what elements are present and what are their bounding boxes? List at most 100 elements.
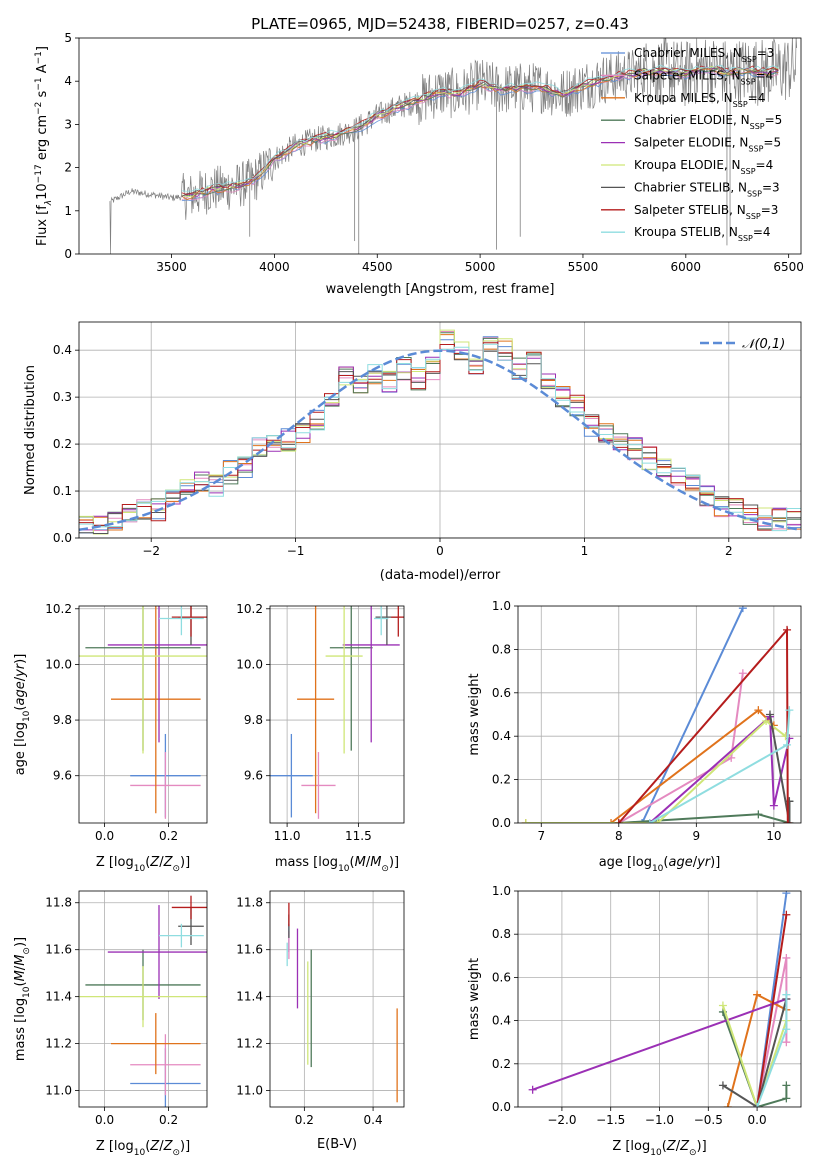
weight-marker bbox=[718, 1081, 727, 1090]
axes-frame bbox=[269, 605, 405, 824]
x-tick-label: 0.0 bbox=[95, 1113, 114, 1127]
y-tick-label: 2 bbox=[64, 161, 72, 175]
y-tick-label: 0.4 bbox=[492, 729, 511, 743]
weight-line bbox=[649, 710, 791, 823]
weight-line bbox=[532, 998, 787, 1091]
x-tick-label: 0.0 bbox=[748, 1113, 767, 1127]
x-tick-label: 0.4 bbox=[364, 1113, 383, 1127]
plot-area-age-vs-mass bbox=[270, 606, 404, 823]
weight-marker bbox=[738, 606, 747, 613]
axes-frame bbox=[78, 321, 802, 539]
panel-age-vs-Z: 0.0 0.2 9.6 9.8 10.0 10.2 Z [log10(Z/Z⊙)] age [… bbox=[13, 602, 208, 874]
weight-line bbox=[722, 998, 788, 1107]
x-axis-label: E(B-V) bbox=[317, 1137, 357, 1152]
y-axis-label: mass weight bbox=[467, 958, 482, 1040]
weight-line bbox=[525, 673, 744, 823]
model-fit-line bbox=[181, 68, 779, 197]
axes-frame bbox=[78, 605, 208, 824]
x-tick-label: −1.0 bbox=[645, 1113, 674, 1127]
x-tick-label: 7 bbox=[537, 829, 545, 843]
plot-area-weight-vs-age bbox=[518, 606, 801, 823]
axes-frame bbox=[78, 890, 208, 1108]
y-tick-label: 0.2 bbox=[53, 437, 72, 451]
y-tick-label: 11.2 bbox=[45, 1037, 72, 1051]
y-tick-label: 1.0 bbox=[492, 599, 511, 613]
y-tick-label: 0.0 bbox=[492, 816, 511, 830]
weight-marker bbox=[723, 1103, 732, 1107]
y-tick-label: 9.6 bbox=[53, 769, 72, 783]
x-tick-label: −2.0 bbox=[547, 1113, 576, 1127]
x-tick-label: 5500 bbox=[568, 260, 599, 274]
weight-marker bbox=[754, 706, 763, 715]
legend-label: Salpeter MILES, NSSP=4 bbox=[634, 68, 773, 86]
y-tick-label: 0.8 bbox=[492, 927, 511, 941]
y-tick-label: 11.8 bbox=[236, 896, 263, 910]
weight-marker bbox=[645, 819, 654, 823]
plot-area-weight-vs-Z bbox=[518, 891, 801, 1107]
figure-title: PLATE=0965, MJD=52438, FIBERID=0257, z=0… bbox=[251, 15, 629, 33]
model-fit-line bbox=[181, 64, 779, 192]
weight-marker bbox=[782, 910, 791, 919]
x-tick-label: 9 bbox=[693, 829, 701, 843]
weight-marker bbox=[738, 669, 747, 678]
histogram-line bbox=[79, 343, 801, 532]
x-axis-label: Z [log10(Z/Z⊙)] bbox=[96, 1139, 190, 1158]
legend-label: Kroupa ELODIE, NSSP=4 bbox=[634, 158, 773, 176]
x-tick-label: −1.5 bbox=[596, 1113, 625, 1127]
weight-marker bbox=[785, 706, 794, 715]
x-tick-label: 8 bbox=[615, 829, 623, 843]
y-tick-label: 1 bbox=[64, 204, 72, 218]
y-tick-label: 9.6 bbox=[244, 769, 263, 783]
weight-marker bbox=[785, 797, 794, 806]
weight-marker bbox=[782, 990, 791, 999]
x-tick-label: 1 bbox=[581, 544, 589, 558]
weight-marker bbox=[782, 1025, 791, 1034]
weight-marker bbox=[783, 740, 792, 749]
panel-weight-vs-age: 7 8 9 10 0.0 0.2 0.4 0.6 0.8 1.0 age [log10(age/yr… bbox=[467, 599, 802, 874]
weight-marker bbox=[783, 819, 792, 823]
y-tick-label: 11.2 bbox=[236, 1037, 263, 1051]
weight-marker bbox=[653, 819, 662, 823]
weight-marker bbox=[782, 953, 791, 962]
weight-line bbox=[649, 714, 791, 823]
weight-marker bbox=[753, 1103, 762, 1107]
x-tick-label: −1 bbox=[287, 544, 305, 558]
weight-marker bbox=[638, 819, 647, 823]
y-tick-label: 0.8 bbox=[492, 642, 511, 656]
x-axis-label: Z [log10(Z/Z⊙)] bbox=[96, 855, 190, 874]
y-tick-label: 11.6 bbox=[236, 943, 263, 957]
plots-layer: 3500 4000 4500 5000 5500 6000 6500 0 1 2 3 4 5 wavele… bbox=[13, 31, 804, 1158]
legend-label: Kroupa MILES, NSSP=4 bbox=[634, 91, 765, 109]
weight-marker bbox=[521, 819, 530, 823]
x-tick-label: 11.5 bbox=[345, 829, 372, 843]
plot-area-mass-vs-Z bbox=[79, 891, 207, 1107]
x-axis-label: (data-model)/error bbox=[380, 568, 501, 583]
y-tick-label: 4 bbox=[64, 74, 72, 88]
x-axis-label: age [log10(age/yr)] bbox=[599, 855, 721, 874]
x-tick-label: 5000 bbox=[465, 260, 496, 274]
y-tick-label: 11.6 bbox=[45, 943, 72, 957]
panel-spectrum: 3500 4000 4500 5000 5500 6000 6500 0 1 2 3 4 5 wavele… bbox=[34, 31, 804, 297]
weight-marker bbox=[765, 710, 774, 719]
y-tick-label: 10.2 bbox=[45, 602, 72, 616]
legend-label: Chabrier STELIB, NSSP=3 bbox=[634, 180, 780, 198]
weight-marker bbox=[782, 1038, 791, 1047]
axes-frame bbox=[517, 605, 802, 824]
y-tick-label: 11.0 bbox=[236, 1084, 263, 1098]
weight-marker bbox=[528, 1085, 537, 1094]
legend-label: Kroupa STELIB, NSSP=4 bbox=[634, 225, 771, 243]
y-tick-label: 0.6 bbox=[492, 686, 511, 700]
weight-marker bbox=[727, 753, 736, 762]
x-tick-label: 0.2 bbox=[295, 1113, 314, 1127]
y-tick-label: 11.8 bbox=[45, 896, 72, 910]
panel-mass-vs-Z: 0.0 0.2 11.0 11.2 11.4 11.6 11.8 Z [log10(Z/Z⊙)… bbox=[13, 890, 208, 1158]
x-tick-label: 0.2 bbox=[159, 1113, 178, 1127]
weight-marker bbox=[782, 1081, 791, 1090]
legend-label: Chabrier ELODIE, NSSP=5 bbox=[634, 113, 782, 131]
y-tick-label: 0.4 bbox=[53, 343, 72, 357]
legend-label: Salpeter ELODIE, NSSP=5 bbox=[634, 136, 781, 154]
y-axis-label: mass weight bbox=[467, 673, 482, 755]
spectrum-data-line bbox=[109, 38, 798, 254]
gaussian-curve bbox=[79, 349, 801, 532]
weight-marker bbox=[762, 717, 771, 726]
